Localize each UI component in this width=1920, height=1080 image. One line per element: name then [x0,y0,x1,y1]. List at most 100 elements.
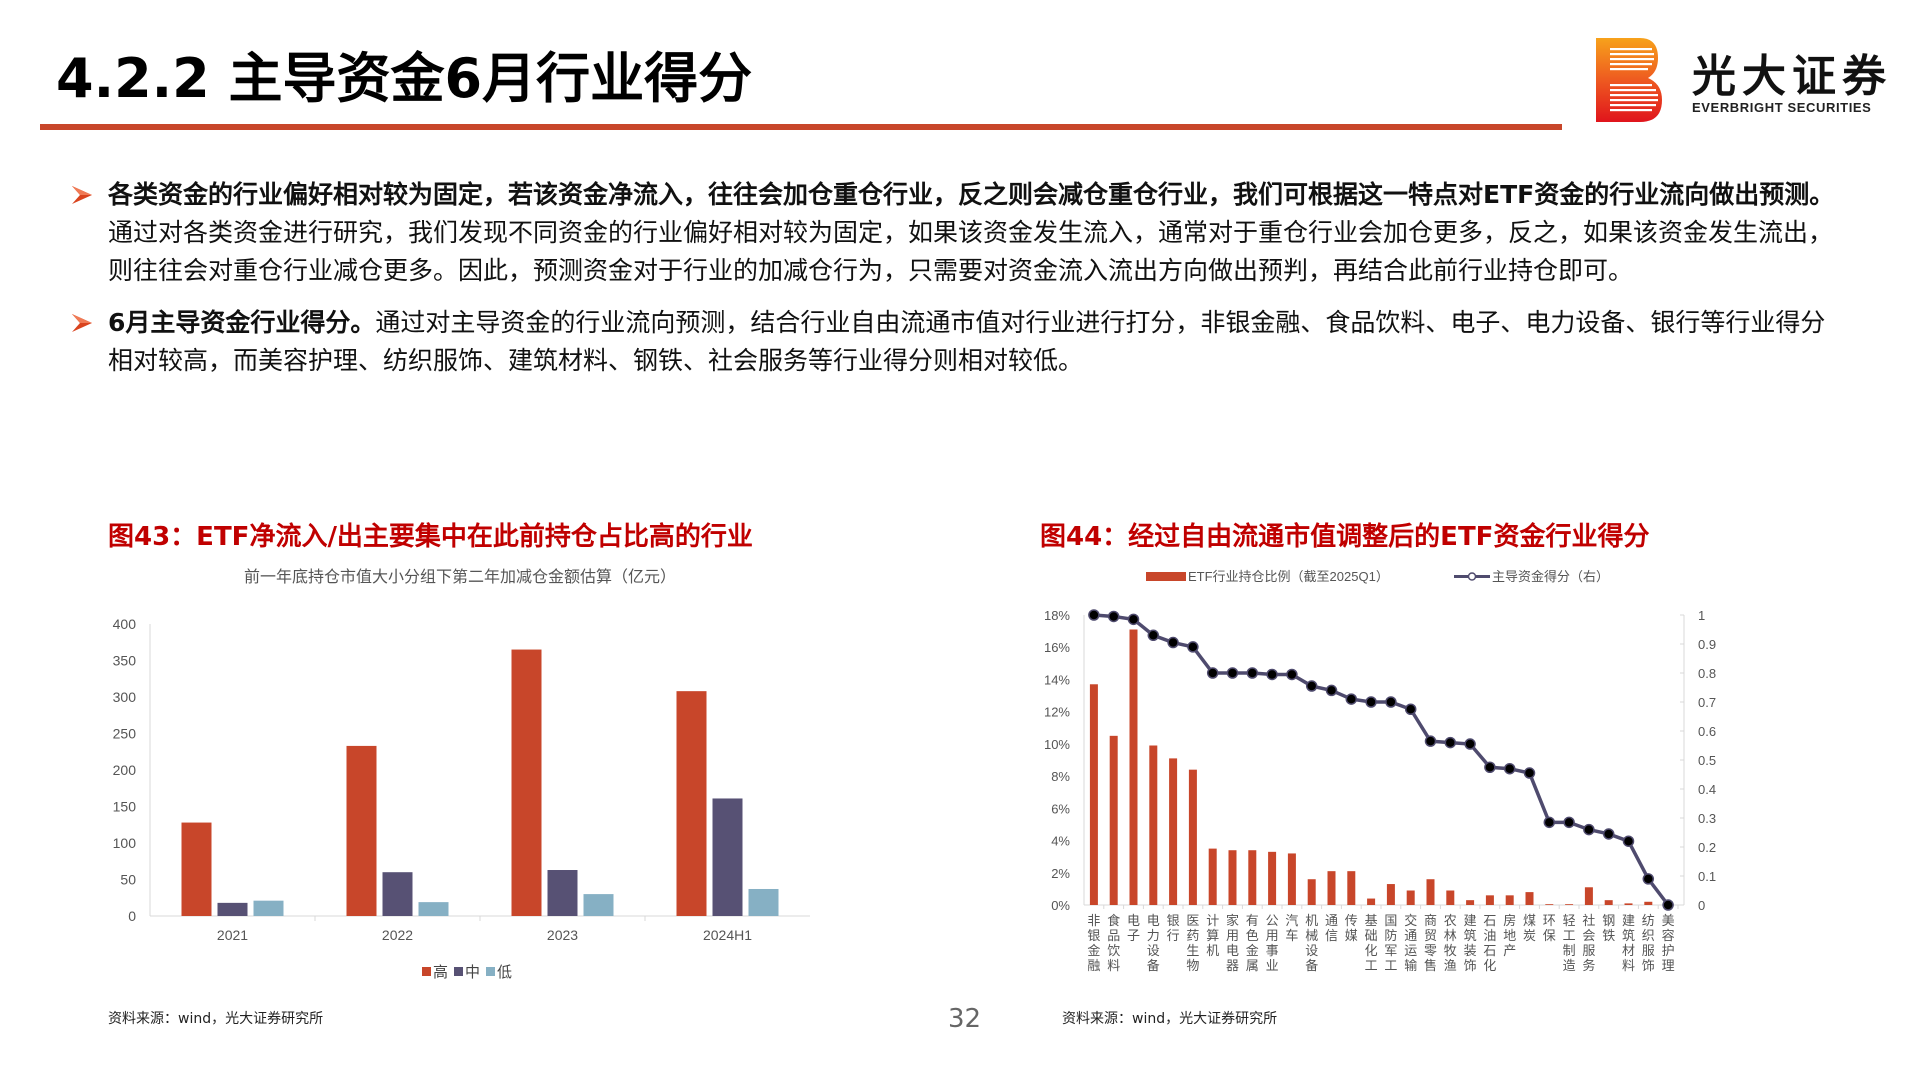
x-tick-label-char: 产 [1503,943,1516,958]
x-tick-label-char: 料 [1622,958,1635,973]
y-left-tick-label: 16% [1044,640,1070,655]
bar-chart-svg: 前一年底持仓市值大小分组下第二年加减仓金额估算（亿元） 0 50 100 150 200 2… [113,567,810,981]
x-tick-label-char: 金 [1087,943,1100,958]
x-tick-label-char: 食 [1107,913,1120,928]
score-marker [1365,696,1377,708]
bar [1406,890,1415,905]
y-right-tick-label: 0.1 [1698,869,1716,884]
bar [1426,879,1435,905]
bullet-bold-text: 各类资金的行业偏好相对较为固定，若该资金净流入，往往会加仓重仓行业，反之则会减仓… [108,180,1835,209]
x-tick-label-char: 筑 [1464,928,1477,943]
bar [547,870,578,916]
score-marker [1206,667,1219,679]
y-right-tick-label: 0.6 [1698,724,1716,739]
x-tick-label-char: 物 [1186,958,1199,973]
x-tick-label-char: 车 [1285,928,1298,943]
x-tick-label-char: 基 [1365,913,1378,928]
legend-label: 高 [433,964,448,981]
y-left-tick-label: 0% [1051,898,1070,913]
x-tick-label-char: 电 [1147,913,1160,928]
score-marker [1325,684,1338,697]
x-tick-label-char: 建 [1622,913,1635,928]
x-tick-label-char: 化 [1365,943,1378,958]
bar [1624,903,1633,905]
x-tick-label-char: 装 [1464,943,1477,958]
bar [1327,871,1336,905]
x-tick-label-char: 工 [1384,958,1397,973]
everbright-logo: 光大证券 EVERBRIGHT SECURITIES [1596,36,1896,126]
x-tick-label-char: 石 [1483,943,1496,958]
y-left-tick-label: 6% [1051,801,1070,816]
x-tick-label-char: 运 [1404,943,1417,958]
bar [1525,892,1534,905]
x-tick-label-char: 家 [1226,913,1239,928]
bar [1089,684,1098,905]
x-tick-label-char: 务 [1582,958,1595,973]
x-tick-label-char: 化 [1483,958,1496,973]
y-left-tick-label: 4% [1051,834,1070,849]
bar [1129,629,1138,905]
x-tick-label-char: 理 [1662,958,1675,973]
score-marker [1305,680,1318,692]
score-marker [1286,668,1298,681]
x-tick-label-char: 国 [1384,913,1397,928]
bar [1446,890,1455,905]
bar [382,872,413,916]
score-marker [1662,899,1674,911]
y-left-tick-label: 8% [1051,769,1070,784]
arrow-bullet-icon [72,314,92,332]
x-tick-label-char: 非 [1087,913,1100,928]
y-tick-label: 400 [113,616,137,632]
x-tick-label-char: 医 [1186,913,1199,928]
x-tick-label-char: 工 [1563,928,1576,943]
y-right-tick-label: 0.3 [1698,811,1716,826]
logo-chinese-name: 光大证券 [1692,51,1892,102]
y-left-tick-label: 12% [1044,705,1070,720]
x-tick-label-char: 渔 [1444,958,1457,973]
bar [1485,895,1494,905]
score-marker [1147,629,1160,642]
bar [1386,884,1395,905]
x-tick-label-char: 会 [1582,928,1595,943]
x-tick-label-char: 牧 [1444,943,1457,958]
y-tick-label: 50 [120,872,136,888]
bar [1545,904,1554,905]
bullet-item: 各类资金的行业偏好相对较为固定，若该资金净流入，往往会加仓重仓行业，反之则会减仓… [72,176,1842,290]
x-tick-label-char: 煤 [1523,913,1536,928]
bullet-text: 通过对主导资金的行业流向预测，结合行业自由流通市值对行业进行打分，非银金融、食品… [108,308,1826,375]
x-tick-label-char: 机 [1206,943,1219,958]
logo-english-name: EVERBRIGHT SECURITIES [1692,100,1872,115]
x-tick-label-char: 金 [1246,943,1259,958]
x-tick-label-char: 械 [1305,928,1318,943]
y-right-tick-label: 1 [1698,608,1705,623]
legend-label: 中 [465,964,480,981]
legend-label: 主导资金得分（右） [1492,569,1609,584]
x-tick-label-char: 信 [1325,928,1338,943]
bar [1228,850,1237,905]
x-tick-label-char: 器 [1226,958,1239,973]
figure-44-source: 资料来源：wind，光大证券研究所 [1062,1011,1278,1027]
x-tick-label-char: 织 [1642,928,1655,943]
x-tick-label-char: 汽 [1285,913,1298,928]
x-tick-label-char: 炭 [1523,928,1536,943]
x-tick-label-char: 品 [1107,928,1120,943]
bullet-bold-text: 6月主导资金行业得分。 [108,308,376,337]
x-tick-label-char: 美 [1662,913,1675,928]
x-tick-label-char: 服 [1582,943,1595,958]
score-marker [1583,823,1595,836]
bar [676,691,707,916]
y-tick-label: 350 [113,653,137,669]
bar [1149,745,1158,905]
x-tick-label-char: 零 [1424,943,1437,958]
legend-label: 低 [497,964,512,981]
y-left-tick-label: 2% [1051,866,1070,881]
y-tick-label: 200 [113,762,137,778]
y-left-tick-label: 10% [1044,737,1070,752]
x-tick-label-char: 行 [1167,928,1180,943]
score-marker [1464,738,1476,750]
bar [1347,871,1356,905]
score-marker [1543,816,1556,829]
bar [583,894,614,916]
score-marker [1503,762,1516,775]
arrow-bullet-icon [72,186,92,204]
